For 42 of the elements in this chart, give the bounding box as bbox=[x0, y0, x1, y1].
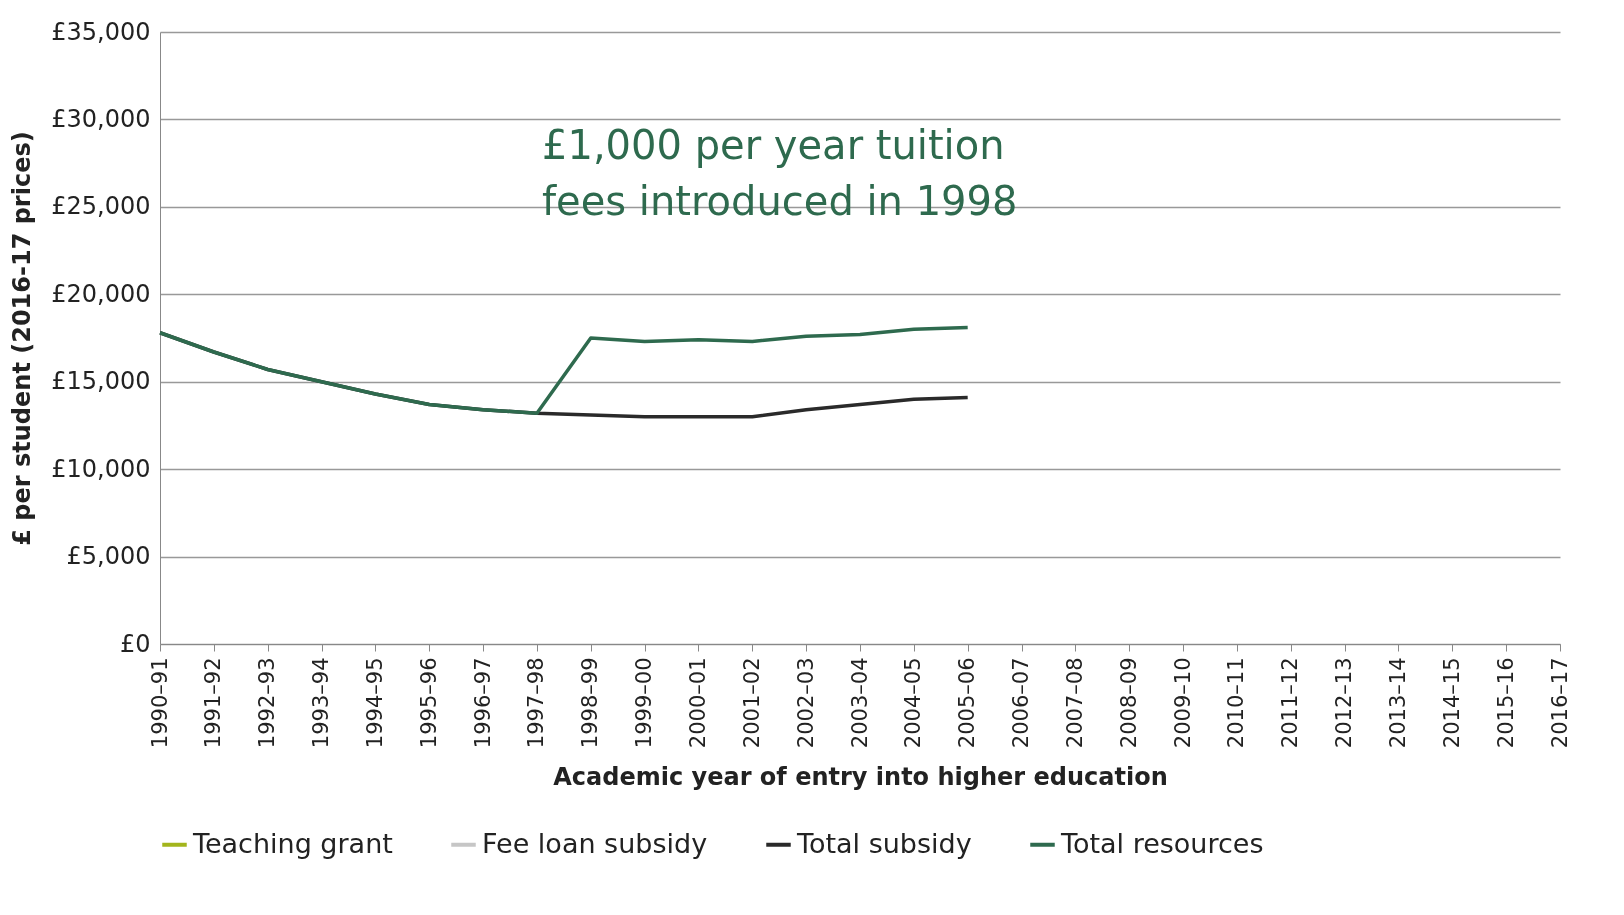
x-tick-label: 2002–03 bbox=[793, 657, 818, 749]
y-tick-label: £10,000 bbox=[51, 454, 151, 483]
x-tick-label: 2010–11 bbox=[1224, 657, 1249, 749]
x-tick-label: 2012–13 bbox=[1332, 657, 1357, 749]
y-tick-label: £0 bbox=[119, 629, 151, 658]
annotation: £1,000 per year tuition fees introduced in 1998 bbox=[542, 122, 1018, 224]
x-tick-label: 1995–96 bbox=[416, 657, 441, 749]
x-tick-label: 2015–16 bbox=[1493, 657, 1518, 749]
x-tick-label: 1996–97 bbox=[470, 657, 495, 749]
x-tick-label: 2004–05 bbox=[901, 657, 926, 749]
legend-label: Total subsidy bbox=[796, 827, 972, 859]
x-tick-label: 2011–12 bbox=[1278, 657, 1303, 749]
y-axis-title: £ per student (2016-17 prices) bbox=[8, 131, 37, 546]
x-tick-label: 2009–10 bbox=[1170, 657, 1195, 749]
legend-label: Teaching grant bbox=[192, 827, 393, 859]
x-tick-label: 1994–95 bbox=[362, 657, 387, 749]
x-tick-label: 1991–92 bbox=[201, 657, 226, 749]
x-tick-label: 1993–94 bbox=[309, 657, 334, 749]
x-tick-label: 1990–91 bbox=[147, 657, 172, 749]
x-tick-label: 2008–09 bbox=[1116, 657, 1141, 749]
x-tick-label: 1997–98 bbox=[524, 657, 549, 749]
x-tick-label: 2016–17 bbox=[1547, 657, 1572, 749]
x-tick-label: 2006–07 bbox=[1009, 657, 1034, 749]
x-tick-label: 2007–08 bbox=[1062, 657, 1087, 749]
x-tick-label: 1999–00 bbox=[632, 657, 657, 749]
x-tick-label: 1992–93 bbox=[255, 657, 280, 749]
legend-label: Fee loan subsidy bbox=[482, 827, 708, 859]
y-tick-label: £5,000 bbox=[66, 542, 151, 571]
x-tick-label: 1998–99 bbox=[578, 657, 603, 749]
y-tick-label: £35,000 bbox=[51, 17, 151, 46]
x-tick-label: 2005–06 bbox=[955, 657, 980, 749]
x-tick-label: 2003–04 bbox=[847, 657, 872, 749]
x-axis-title: Academic year of entry into higher education bbox=[553, 763, 1168, 792]
x-tick-label: 2000–01 bbox=[685, 657, 710, 749]
legend-label: Total resources bbox=[1060, 827, 1264, 859]
y-tick-label: £25,000 bbox=[51, 192, 151, 221]
y-tick-label: £15,000 bbox=[51, 367, 151, 396]
x-tick-label: 2001–02 bbox=[739, 657, 764, 749]
x-tick-label: 2014–15 bbox=[1439, 657, 1464, 749]
y-tick-label: £30,000 bbox=[51, 104, 151, 133]
y-tick-label: £20,000 bbox=[51, 279, 151, 308]
x-tick-label: 2013–14 bbox=[1385, 657, 1410, 749]
